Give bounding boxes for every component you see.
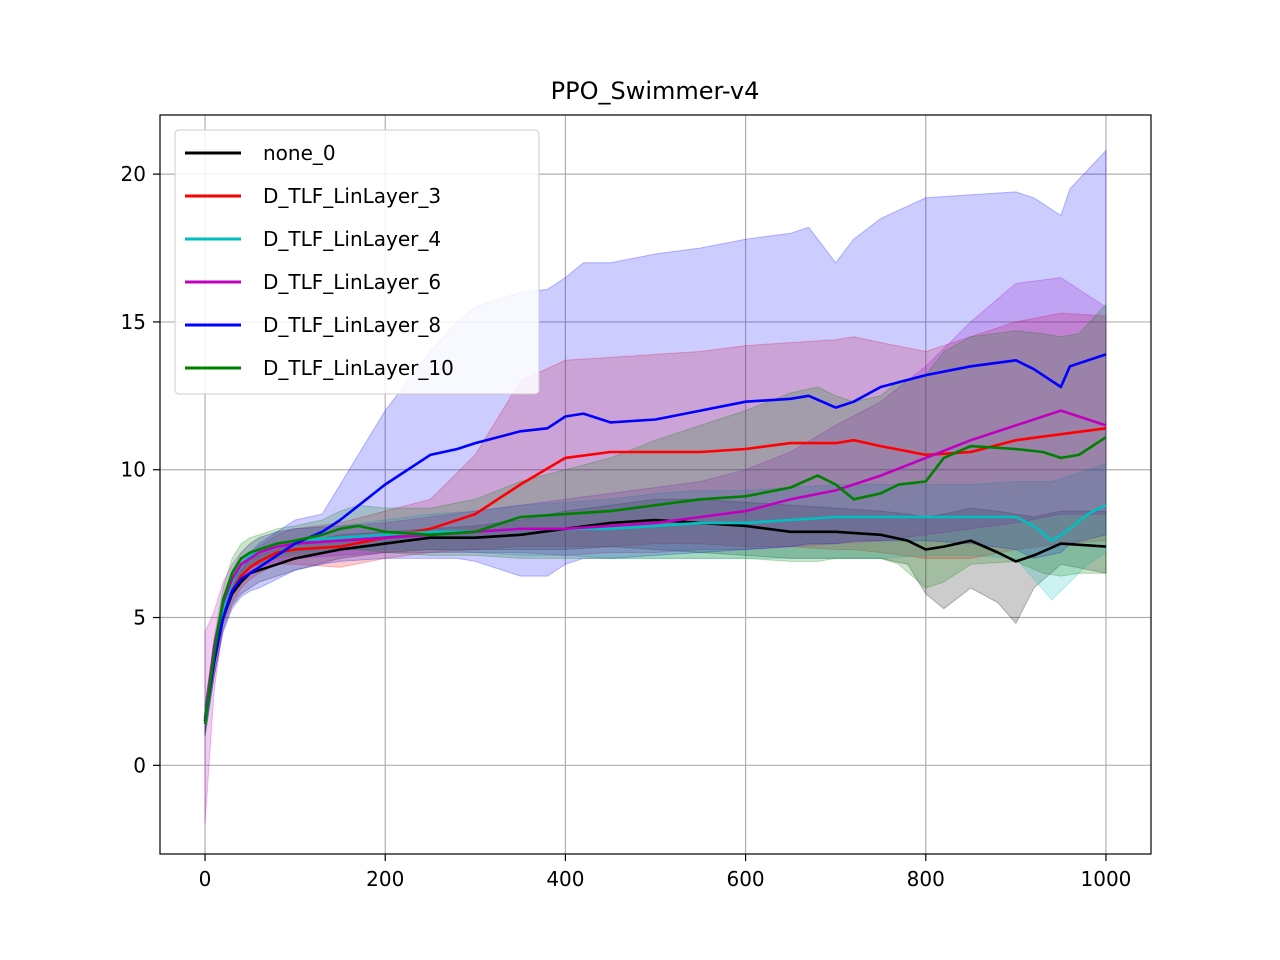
legend-items: none_0 D_TLF_LinLayer_3 D_TLF_LinLayer_4 D_… <box>185 141 454 380</box>
legend-label: D_TLF_LinLayer_8 <box>263 313 441 337</box>
x-tick-label: 0 <box>199 867 212 891</box>
legend-box <box>174 129 540 395</box>
axes-frame <box>159 114 1152 855</box>
y-tick-label: 15 <box>121 310 146 334</box>
band-D_TLF_LinLayer_3 <box>204 312 1107 730</box>
y-tick-label: 0 <box>133 753 146 777</box>
y-tick-label: 20 <box>121 162 146 186</box>
line-D_TLF_LinLayer_8 <box>203 353 1107 722</box>
y-tick-label: 5 <box>133 606 146 630</box>
x-tick-label: 800 <box>907 867 945 891</box>
legend-label: D_TLF_LinLayer_4 <box>263 227 441 251</box>
band-none_0 <box>204 498 1107 736</box>
x-tick-label: 200 <box>366 867 404 891</box>
legend-label: D_TLF_LinLayer_6 <box>263 270 441 294</box>
line-D_TLF_LinLayer_6 <box>203 409 1107 722</box>
x-axis-ticks: 0 200 400 600 800 1000 <box>199 854 1132 891</box>
line-D_TLF_LinLayer_4 <box>203 504 1107 719</box>
y-tick-label: 10 <box>121 458 146 482</box>
x-tick-label: 1000 <box>1081 867 1132 891</box>
y-axis-ticks: 0 5 10 15 20 <box>121 162 160 777</box>
legend: none_0 D_TLF_LinLayer_3 D_TLF_LinLayer_4 D_… <box>174 129 540 395</box>
series-lines <box>203 353 1107 725</box>
legend-label: none_0 <box>263 141 336 165</box>
x-tick-label: 600 <box>726 867 764 891</box>
line-D_TLF_LinLayer_10 <box>203 436 1107 725</box>
line-D_TLF_LinLayer_3 <box>203 427 1107 719</box>
chart-title: PPO_Swimmer-v4 <box>551 77 760 105</box>
legend-label: D_TLF_LinLayer_10 <box>263 356 454 380</box>
legend-label: D_TLF_LinLayer_3 <box>263 184 441 208</box>
x-tick-label: 400 <box>546 867 584 891</box>
